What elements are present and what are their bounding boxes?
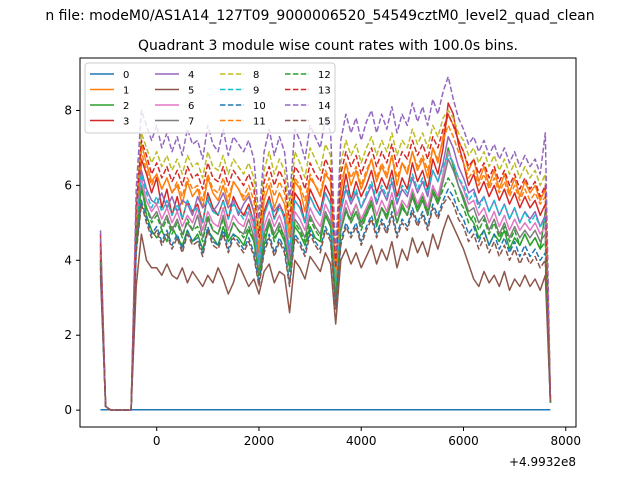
series-line-5	[99, 214, 552, 411]
y-tick-label: 4	[64, 253, 72, 267]
legend-label-8: 8	[253, 70, 259, 81]
y-tick-label: 8	[64, 103, 72, 117]
legend-label-7: 7	[188, 117, 194, 128]
legend-label-4: 4	[188, 70, 194, 81]
legend-label-2: 2	[123, 101, 129, 112]
legend-label-15: 15	[318, 117, 331, 128]
legend-label-11: 11	[253, 117, 266, 128]
legend-label-9: 9	[253, 86, 259, 97]
legend-box	[84, 62, 336, 134]
series-line-12	[99, 177, 552, 411]
legend-label-10: 10	[253, 101, 266, 112]
legend-label-12: 12	[318, 70, 331, 81]
series-line-7	[99, 158, 552, 411]
series-line-10	[99, 188, 552, 411]
axes-layer: 0 2000 4000 6000 8000 0 2 4 6 8	[64, 103, 581, 448]
y-tick-label: 0	[64, 403, 72, 417]
legend-label-0: 0	[123, 70, 129, 81]
x-tick-label: 8000	[550, 434, 581, 448]
series-layer	[99, 75, 552, 411]
series-line-6	[99, 150, 552, 411]
series-line-1	[99, 113, 552, 411]
series-line-8	[99, 109, 552, 411]
x-tick-label: 4000	[346, 434, 377, 448]
series-line-11	[99, 124, 552, 411]
x-tick-label: 0	[153, 434, 161, 448]
series-line-15	[99, 195, 552, 411]
x-offset-label: +4.9932e8	[509, 455, 576, 469]
legend-label-1: 1	[123, 86, 129, 97]
series-line-3	[99, 102, 552, 411]
figure-suptitle: n file: modeM0/AS1A14_127T09_9000006520_…	[45, 8, 594, 24]
x-tick-label: 2000	[244, 434, 275, 448]
series-line-9	[99, 154, 552, 411]
y-tick-label: 6	[64, 178, 72, 192]
legend-label-3: 3	[123, 117, 129, 128]
legend-label-14: 14	[318, 101, 331, 112]
y-tick-label: 2	[64, 328, 72, 342]
chart-title: Quadrant 3 module wise count rates with …	[138, 38, 518, 54]
series-line-2	[99, 147, 552, 411]
series-line-13	[99, 113, 552, 411]
legend-label-13: 13	[318, 86, 331, 97]
legend-label-6: 6	[188, 101, 194, 112]
plot-frame	[79, 57, 577, 428]
x-tick-label: 6000	[448, 434, 479, 448]
legend-label-5: 5	[188, 86, 194, 97]
